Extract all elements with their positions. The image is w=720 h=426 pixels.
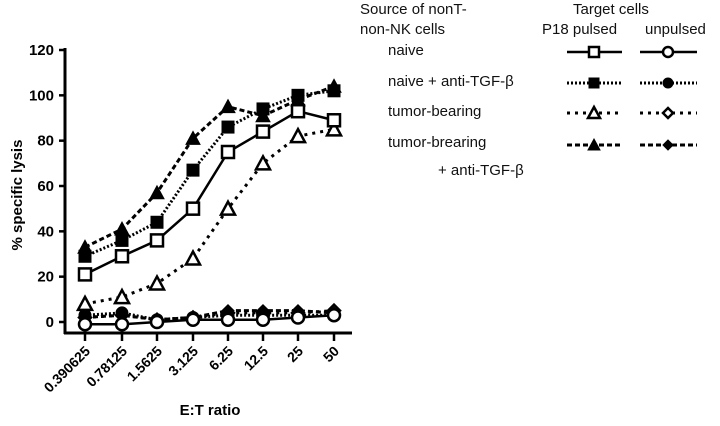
legend-source-header-2: non-NK cells: [360, 21, 446, 38]
circle-filled-marker-icon: [662, 77, 674, 89]
triangle-open-marker-icon: [585, 104, 603, 120]
y-tick-label: 80: [37, 133, 54, 150]
square-open-marker-icon: [587, 45, 601, 59]
square-open-marker-icon: [185, 201, 201, 216]
legend-symbol-triangle-open: [567, 104, 622, 120]
circle-open-marker-icon: [114, 317, 130, 332]
triangle-filled-marker-icon: [114, 221, 130, 236]
circle-open-marker-icon: [220, 312, 236, 327]
triangle-filled-marker-icon: [185, 130, 201, 145]
legend-col-unpulsed: unpulsed: [645, 21, 706, 38]
triangle-open-marker-icon: [112, 287, 132, 305]
x-tick-label: 0.390625: [41, 343, 94, 396]
square-open-marker-icon: [255, 124, 271, 139]
y-tick-label: 60: [37, 178, 54, 195]
y-tick-label: 20: [37, 269, 54, 286]
x-tick-label: 50: [320, 343, 342, 365]
legend-source-header-1: Source of nonT-: [360, 1, 467, 18]
triangle-open-marker-icon: [183, 248, 203, 266]
circle-open-marker-icon: [661, 45, 675, 59]
legend-target-header: Target cells: [573, 1, 649, 18]
triangle-filled-marker-icon: [326, 78, 342, 93]
triangle-filled-marker-icon: [220, 98, 236, 114]
series-square-open: [77, 103, 342, 282]
triangle-filled-marker-icon: [149, 184, 165, 200]
square-open-marker-icon: [290, 103, 306, 119]
triangle-open-marker-icon: [147, 273, 167, 291]
x-tick-label: 3.125: [165, 343, 201, 379]
series-line: [84, 127, 335, 306]
triangle-filled-marker-icon: [587, 137, 601, 151]
square-open-marker-icon: [114, 249, 130, 264]
legend-symbol-circle-filled: [640, 77, 697, 89]
legend-row-label-tumor-anti: tumor-brearing: [388, 134, 487, 151]
circle-open-marker-icon: [290, 310, 306, 325]
x-tick-label: 0.78125: [83, 343, 130, 390]
triangle-filled-marker-icon: [255, 107, 271, 123]
legend-symbols: [567, 45, 697, 151]
legend-symbol-diamond-open: [640, 106, 697, 120]
triangle-open-marker-icon: [75, 294, 95, 312]
x-axis-label: E:T ratio: [180, 402, 241, 419]
diamond-open-marker-icon: [661, 106, 675, 120]
x-tick-label: 25: [284, 343, 306, 365]
diamond-filled-marker-icon: [662, 139, 674, 151]
square-open-marker-icon: [220, 144, 236, 160]
series-group: [75, 78, 344, 332]
x-tick-label: 6.25: [206, 343, 237, 374]
triangle-filled-marker-icon: [77, 239, 93, 254]
triangle-open-marker-icon: [218, 199, 238, 216]
legend-row-label-tumor-anti-2: + anti-TGF-β: [438, 162, 524, 179]
triangle-open-marker-icon: [288, 126, 308, 144]
legend-symbol-triangle-filled: [567, 137, 622, 151]
square-filled-marker-icon: [186, 163, 200, 177]
square-filled-marker-icon: [115, 233, 129, 247]
square-filled-marker-icon: [150, 215, 164, 229]
y-axis-label: % specific lysis: [9, 140, 26, 251]
square-open-marker-icon: [149, 233, 165, 248]
y-tick-label: 0: [46, 314, 54, 331]
x-tick-label: 12.5: [241, 343, 272, 374]
y-tick-label: 100: [29, 87, 54, 104]
legend-symbol-square-open: [567, 45, 622, 59]
x-tick-label: 1.5625: [124, 343, 166, 385]
square-open-marker-icon: [77, 267, 93, 282]
circle-open-marker-icon: [255, 312, 271, 327]
legend-symbol-circle-open: [640, 45, 697, 59]
legend-col-p18: P18 pulsed: [542, 21, 618, 38]
series-triangle-filled: [77, 78, 342, 254]
series-circle-open: [77, 307, 342, 332]
circle-open-marker-icon: [326, 307, 342, 323]
series-line: [84, 84, 335, 249]
square-filled-marker-icon: [588, 77, 600, 89]
legend-row-label-naive-anti: naive + anti-TGF-β: [388, 73, 514, 90]
triangle-open-marker-icon: [324, 119, 344, 137]
legend-symbol-diamond-filled: [640, 139, 697, 151]
circle-open-marker-icon: [77, 317, 93, 332]
legend-row-label-tumor: tumor-bearing: [388, 103, 482, 120]
circle-open-marker-icon: [185, 312, 201, 327]
triangle-open-marker-icon: [253, 153, 273, 171]
square-open-marker-icon: [326, 113, 342, 128]
y-tick-label: 40: [37, 223, 54, 240]
y-tick-label: 120: [29, 42, 54, 59]
legend-row-label-naive: naive: [388, 42, 424, 59]
square-filled-marker-icon: [221, 120, 235, 134]
circle-open-marker-icon: [149, 314, 165, 330]
series-triangle-open: [75, 119, 344, 312]
legend-symbol-square-filled: [567, 77, 622, 89]
